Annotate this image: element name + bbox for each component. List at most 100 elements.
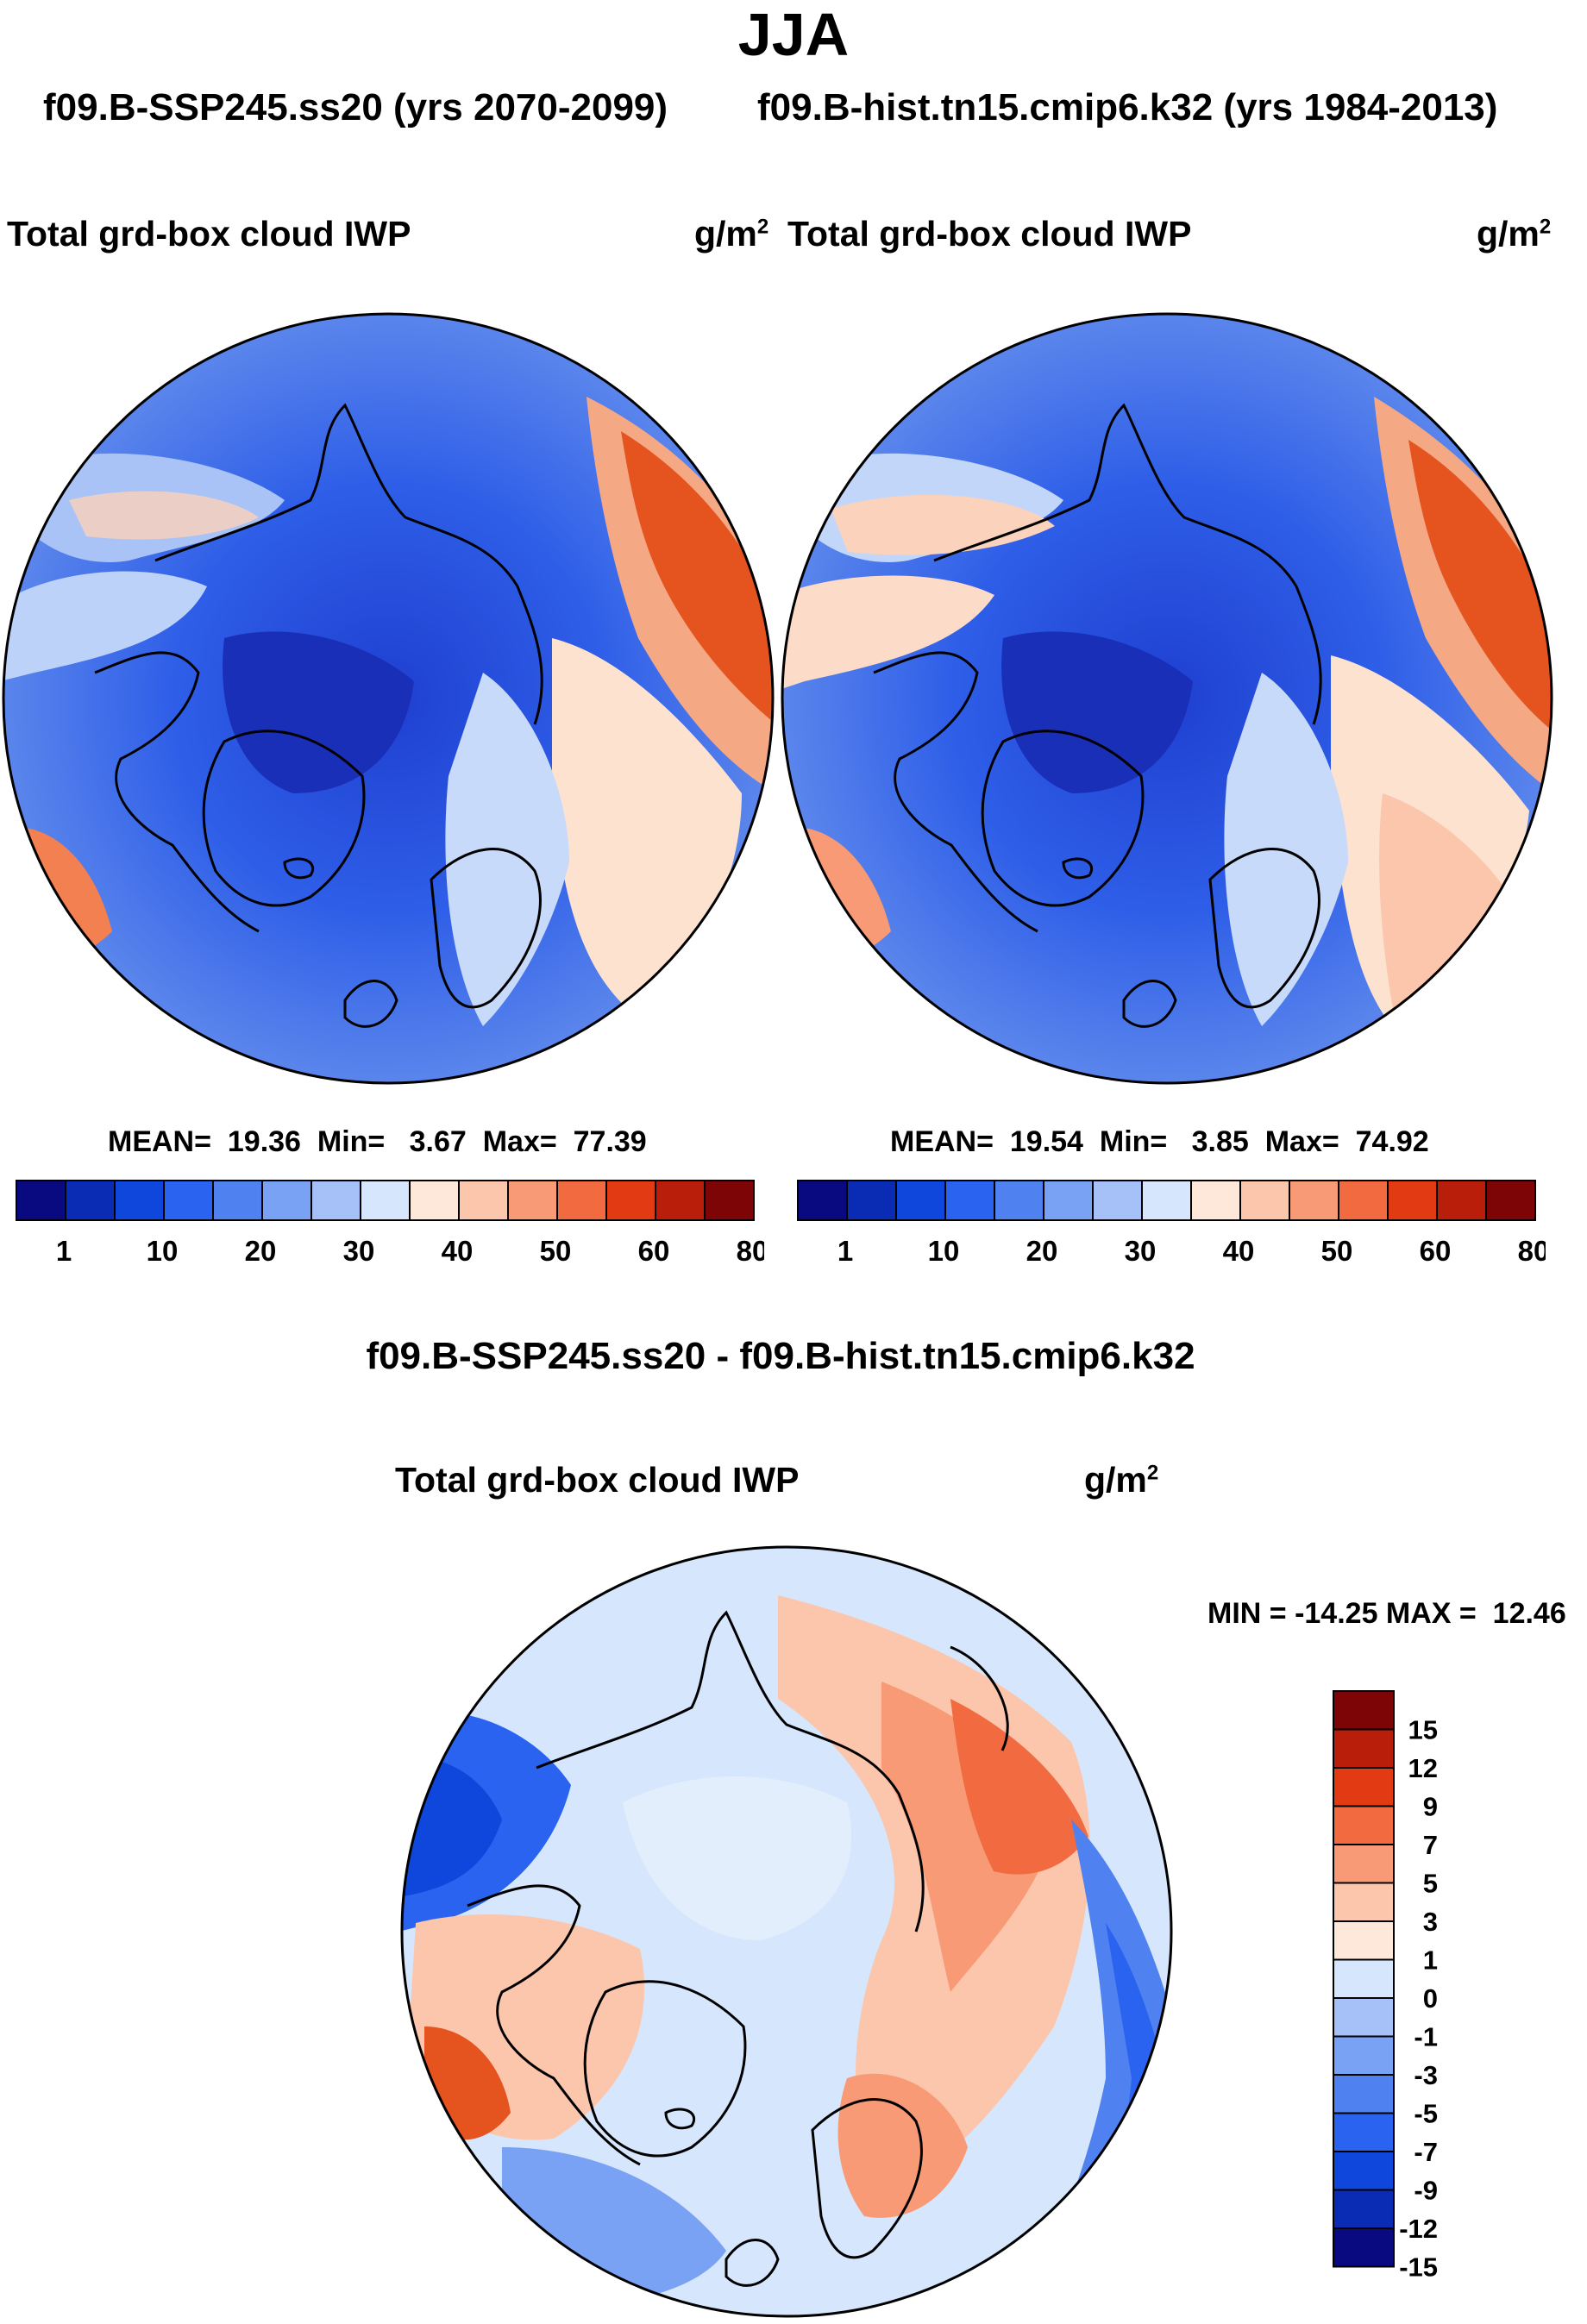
diff-colorbar-tick: 15 <box>1408 1715 1438 1745</box>
right-colorbar-box <box>1436 1180 1487 1221</box>
diff-colorbar-box <box>1333 1690 1395 1731</box>
left-coastline <box>154 403 543 725</box>
case-b-title: f09.B-hist.tn15.cmip6.k32 (yrs 1984-2013… <box>757 86 1498 128</box>
diff-colorbar-box <box>1333 2227 1395 2268</box>
diff-coastline <box>950 1645 1009 1751</box>
left-colorbar-tick: 10 <box>147 1235 179 1267</box>
right-polar-map <box>781 312 1553 1085</box>
diff-colorbar-tick: 3 <box>1423 1907 1438 1937</box>
right-min-value: 3.85 <box>1191 1125 1249 1158</box>
left-colorbar-box <box>261 1180 312 1221</box>
right-colorbar-box <box>1239 1180 1290 1221</box>
left-colorbar-box <box>507 1180 558 1221</box>
left-britain-outline <box>343 980 398 1028</box>
diff-colorbar-tick: 9 <box>1423 1792 1438 1822</box>
left-variable-title: Total grd-box cloud IWP <box>7 214 411 254</box>
left-mean-value: 19.36 <box>227 1125 301 1158</box>
left-field-patch <box>621 431 773 724</box>
difference-title: f09.B-SSP245.ss20 - f09.B-hist.tn15.cmip… <box>366 1335 1195 1377</box>
diff-field-patch <box>950 1699 1088 1875</box>
left-colorbar-tick: 30 <box>343 1235 375 1267</box>
right-units: g/m2 <box>1477 214 1552 254</box>
diff-colorbar-box <box>1333 1767 1395 1807</box>
left-colorbar-box <box>360 1180 411 1221</box>
left-colorbar-box <box>409 1180 460 1221</box>
diff-colorbar-box <box>1333 1844 1395 1884</box>
diff-colorbar-tick: -15 <box>1399 2252 1438 2283</box>
left-polar-map <box>2 312 775 1085</box>
right-colorbar-box <box>1387 1180 1438 1221</box>
right-colorbar-tick: 10 <box>928 1235 960 1267</box>
right-max-label: Max= <box>1264 1125 1339 1158</box>
diff-colorbar-tick: -12 <box>1399 2214 1438 2244</box>
diff-colorbar-tick: -9 <box>1414 2176 1438 2206</box>
left-colorbar-box <box>65 1180 116 1221</box>
diff-minmax: MIN = -14.25 MAX = 12.46 <box>1208 1597 1566 1630</box>
right-min-label: Min= <box>1099 1125 1168 1158</box>
diff-field-patch <box>881 1682 1054 1992</box>
diff-colorbar-box <box>1333 2189 1395 2229</box>
left-max-value: 77.39 <box>573 1125 647 1158</box>
diff-field-patch <box>623 1776 852 1940</box>
right-field-patch <box>1224 673 1348 1026</box>
figure-season-title: JJA <box>737 1 850 68</box>
diff-units: g/m2 <box>1084 1460 1159 1500</box>
diff-colorbar-tick: -5 <box>1414 2099 1438 2129</box>
right-colorbar-box <box>846 1180 897 1221</box>
left-colorbar-box <box>114 1180 165 1221</box>
right-coastline <box>873 651 1038 933</box>
right-colorbar-tick: 1 <box>837 1235 853 1267</box>
diff-colorbar-tick: 7 <box>1423 1830 1438 1860</box>
diff-coastline <box>467 1884 641 2166</box>
left-mean-label: MEAN= <box>108 1125 211 1158</box>
case-a-title: f09.B-SSP245.ss20 (yrs 2070-2099) <box>43 86 668 128</box>
right-colorbar-box <box>1289 1180 1339 1221</box>
left-coastline <box>94 651 260 933</box>
diff-map-border <box>400 1545 1173 2318</box>
left-min-label: Min= <box>317 1125 386 1158</box>
diff-iceland-outline <box>664 2108 695 2130</box>
diff-scandinavia-outline <box>811 2098 923 2259</box>
left-colorbar-box <box>458 1180 509 1221</box>
right-colorbar: 1 10 20 30 40 50 60 80 <box>797 1180 1546 1267</box>
left-field-patch <box>223 631 414 793</box>
diff-colorbar-box <box>1333 1958 1395 1999</box>
right-colorbar-box <box>1141 1180 1192 1221</box>
right-field-patch <box>831 494 1055 555</box>
right-colorbar-box <box>1092 1180 1143 1221</box>
left-colorbar-box <box>605 1180 656 1221</box>
left-greenland-outline <box>202 730 366 907</box>
left-scandinavia-outline <box>430 848 542 1009</box>
diff-colorbar-box <box>1333 1882 1395 1922</box>
right-max-value: 74.92 <box>1355 1125 1429 1158</box>
right-colorbar-box <box>895 1180 946 1221</box>
diff-colorbar-tick: 5 <box>1423 1869 1438 1899</box>
left-colorbar-tick: 50 <box>540 1235 572 1267</box>
left-min-value: 3.67 <box>409 1125 467 1158</box>
diff-variable-title: Total grd-box cloud IWP <box>395 1460 800 1500</box>
left-field-patch <box>3 571 207 681</box>
right-variable-title: Total grd-box cloud IWP <box>787 214 1192 254</box>
left-colorbar-tick: 40 <box>442 1235 474 1267</box>
left-map-border <box>2 312 775 1085</box>
left-colorbar-tick: 80 <box>737 1235 764 1267</box>
left-colorbar-box <box>310 1180 361 1221</box>
right-colorbar-tick: 80 <box>1518 1235 1546 1267</box>
diff-colorbar-box <box>1333 1997 1395 2038</box>
right-colorbar-tick: 20 <box>1026 1235 1058 1267</box>
right-colorbar-tick: 60 <box>1420 1235 1452 1267</box>
diff-colorbar-tick: -3 <box>1414 2060 1438 2090</box>
left-colorbar-tick: 60 <box>638 1235 670 1267</box>
right-colorbar-box <box>1338 1180 1389 1221</box>
right-map-border <box>781 312 1553 1085</box>
left-colorbar-box <box>16 1180 66 1221</box>
left-colorbar-box <box>704 1180 755 1221</box>
right-colorbar-tick: 50 <box>1321 1235 1353 1267</box>
right-mean-label: MEAN= <box>890 1125 994 1158</box>
diff-colorbar-tick: -7 <box>1414 2137 1438 2167</box>
right-colorbar-tick: 40 <box>1223 1235 1255 1267</box>
left-field-patch <box>445 673 569 1026</box>
diff-colorbar-box <box>1333 1728 1395 1769</box>
diff-colorbar-box <box>1333 2112 1395 2152</box>
left-colorbar-tick: 1 <box>56 1235 72 1267</box>
